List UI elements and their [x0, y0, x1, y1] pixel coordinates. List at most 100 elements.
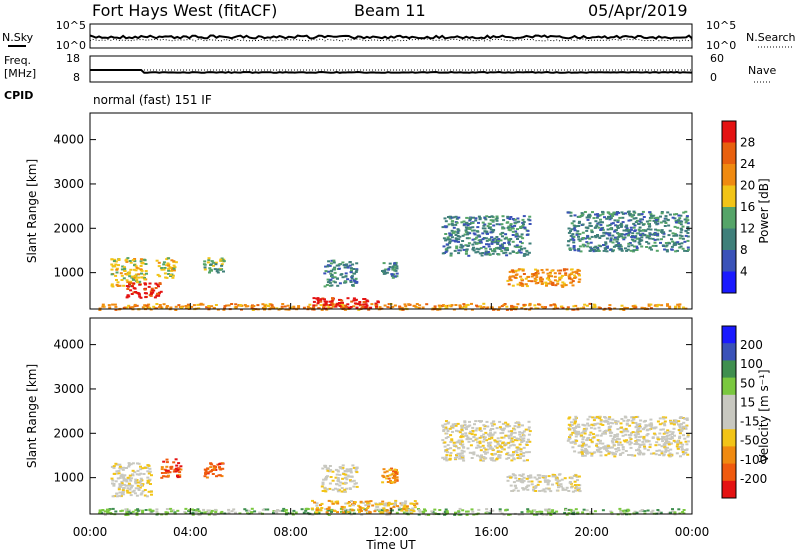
power-cell [515, 221, 519, 224]
power-cell [657, 229, 661, 232]
power-cell [616, 221, 620, 223]
power-cell [167, 273, 171, 275]
power-cell [534, 307, 538, 310]
velocity-cell [491, 424, 494, 427]
power-cell [612, 211, 616, 214]
power-cell [681, 225, 685, 228]
power-cell [243, 304, 247, 306]
power-cell [353, 302, 357, 305]
power-cell [581, 213, 584, 216]
power-cell [135, 266, 139, 269]
velocity-cell [527, 420, 531, 423]
power-cell [635, 232, 639, 235]
power-cell [547, 278, 551, 281]
power-cell [569, 234, 573, 237]
power-cell [508, 218, 512, 220]
power-cell [627, 232, 631, 235]
power-cell [676, 226, 680, 229]
velocity-cell [424, 509, 427, 512]
power-cell [528, 308, 532, 311]
power-cell [145, 272, 148, 275]
velocity-cell [610, 446, 614, 449]
power-cell [481, 306, 485, 309]
velocity-cell [221, 467, 225, 470]
velocity-cell [326, 488, 329, 491]
velocity-cell [593, 451, 597, 454]
velocity-cell [321, 490, 325, 492]
velocity-cell [569, 508, 573, 511]
power-cell [473, 238, 477, 241]
power-cell [190, 305, 194, 308]
velocity-cell [620, 426, 624, 429]
power-cell [438, 306, 442, 309]
power-cell [514, 269, 518, 272]
velocity-cell [522, 430, 526, 433]
velocity-cell [424, 513, 428, 516]
velocity-cell [324, 508, 328, 511]
power-cell [575, 270, 579, 273]
power-cell [550, 269, 554, 272]
power-cell [665, 250, 669, 253]
power-cell [562, 284, 566, 287]
velocity-cell [642, 452, 646, 455]
power-cell [134, 269, 138, 272]
power-cell [550, 275, 553, 278]
power-cell [611, 250, 615, 253]
velocity-cell [395, 478, 399, 481]
velocity-cell [346, 470, 350, 473]
power-cell [452, 226, 456, 229]
velocity-cell [396, 505, 400, 508]
power-cell [633, 229, 637, 232]
velocity-cell [285, 511, 288, 514]
power-cell [467, 242, 471, 245]
velocity-cell [596, 446, 600, 449]
power-cell [456, 235, 460, 237]
power-cell [447, 223, 451, 226]
velocity-cell [127, 465, 131, 468]
velocity-cell [627, 419, 630, 422]
velocity-cell [127, 509, 131, 512]
velocity-cell [651, 436, 655, 439]
velocity-cell [172, 461, 176, 464]
velocity-cell [490, 447, 494, 450]
power-cell [456, 232, 460, 235]
power-cell [516, 217, 520, 220]
velocity-cell [540, 510, 544, 513]
velocity-cell [518, 431, 522, 434]
power-cell [143, 273, 146, 276]
velocity-cell [580, 448, 584, 451]
power-cell [632, 306, 636, 309]
velocity-cell [341, 477, 345, 480]
velocity-cell [504, 508, 508, 511]
power-cell [686, 246, 690, 249]
power-cell [454, 223, 458, 226]
velocity-cell [489, 428, 493, 430]
power-cell [327, 260, 331, 263]
velocity-cell [352, 466, 356, 469]
nsearch-label: N.Search [746, 31, 796, 44]
power-cell [583, 303, 587, 306]
velocity-cell [441, 424, 445, 427]
velocity-cell [196, 508, 200, 511]
power-cell [677, 243, 681, 245]
velocity-cell [438, 509, 442, 511]
power-cell [215, 270, 219, 273]
velocity-cell [587, 445, 591, 448]
velocity-cell [149, 490, 153, 493]
power-cell [443, 217, 447, 220]
velocity-cell [149, 483, 152, 485]
velocity-cell [574, 508, 578, 511]
velocity-cell [173, 468, 177, 471]
power-cell [648, 233, 652, 236]
velocity-cell [657, 449, 661, 452]
noise-tick-bottom-right: 10^0 [706, 39, 736, 52]
power-cell [218, 268, 222, 271]
power-cell [163, 272, 167, 275]
velocity-cell [129, 486, 133, 489]
power-cell [513, 224, 517, 227]
velocity-cell [654, 453, 658, 456]
velocity-cell [625, 429, 629, 432]
velocity-colorbar-label: Velocity [m s⁻¹] [757, 369, 771, 462]
power-cell [451, 224, 455, 227]
